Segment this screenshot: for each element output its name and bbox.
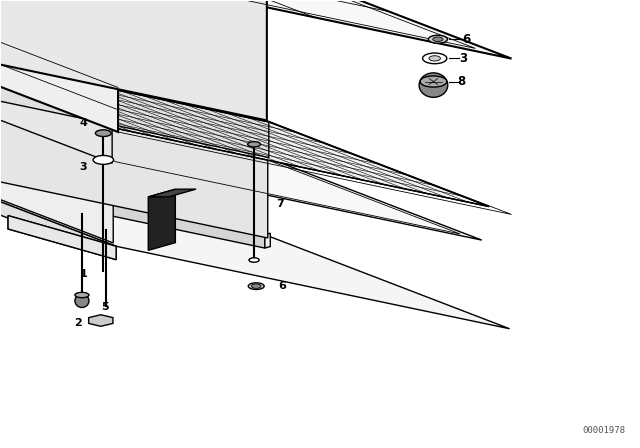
Ellipse shape [420, 76, 447, 87]
Polygon shape [89, 315, 113, 326]
Text: 6: 6 [278, 281, 286, 291]
Polygon shape [148, 189, 175, 250]
Ellipse shape [95, 130, 111, 137]
Polygon shape [8, 215, 116, 260]
Text: 00001978: 00001978 [583, 426, 626, 435]
Ellipse shape [249, 258, 259, 262]
Polygon shape [0, 152, 509, 329]
Polygon shape [0, 0, 118, 132]
Ellipse shape [248, 283, 264, 289]
Text: 1: 1 [79, 269, 87, 280]
Ellipse shape [93, 155, 113, 164]
Ellipse shape [75, 293, 89, 297]
Ellipse shape [422, 53, 447, 64]
Polygon shape [0, 81, 482, 240]
Ellipse shape [75, 294, 89, 307]
Ellipse shape [429, 56, 440, 61]
Text: 8: 8 [458, 75, 466, 88]
Polygon shape [0, 81, 113, 243]
Polygon shape [0, 81, 268, 238]
Text: 5: 5 [101, 302, 109, 313]
Text: 4: 4 [79, 118, 88, 128]
Polygon shape [0, 0, 511, 59]
Ellipse shape [248, 142, 260, 147]
Polygon shape [0, 43, 112, 163]
Text: 7: 7 [276, 199, 284, 209]
Polygon shape [0, 152, 265, 248]
Text: 6: 6 [462, 33, 470, 46]
Ellipse shape [433, 37, 443, 42]
Polygon shape [148, 189, 196, 197]
Polygon shape [0, 43, 489, 207]
Ellipse shape [252, 284, 261, 289]
Polygon shape [8, 215, 116, 260]
Text: 3: 3 [80, 162, 88, 172]
Polygon shape [265, 233, 270, 248]
Polygon shape [0, 0, 267, 121]
Text: 2: 2 [74, 318, 82, 328]
Polygon shape [0, 152, 116, 260]
Ellipse shape [428, 35, 447, 43]
Ellipse shape [419, 73, 448, 97]
Polygon shape [0, 43, 269, 158]
Text: 3: 3 [459, 52, 467, 65]
